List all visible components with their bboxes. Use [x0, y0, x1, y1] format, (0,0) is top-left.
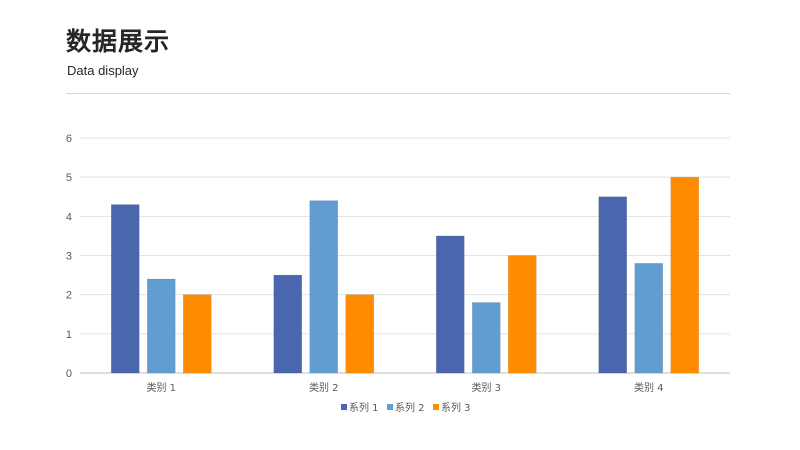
bar-series3-cat3: [507, 255, 537, 374]
header-divider: [66, 93, 730, 94]
x-category-label: 类别 3: [471, 381, 501, 394]
y-tick-label: 2: [66, 290, 72, 302]
x-category-label: 类别 4: [634, 381, 664, 394]
x-axis: 类别 1 类别 2 类别 3 类别 4: [146, 381, 663, 394]
bar-series2-cat2: [309, 200, 339, 374]
bar-series3-cat2: [345, 294, 375, 374]
y-tick-label: 3: [66, 251, 72, 263]
bar-series2-cat4: [634, 263, 664, 374]
bar-series1-cat3: [435, 235, 465, 374]
y-tick-label: 0: [66, 368, 72, 380]
chart-gridlines: [80, 137, 730, 374]
y-tick-label: 4: [66, 211, 72, 223]
y-tick-label: 6: [66, 133, 72, 145]
legend-swatch: [433, 404, 439, 410]
chart-bars: [110, 176, 700, 374]
x-category-label: 类别 2: [309, 381, 339, 394]
bar-series1-cat2: [273, 274, 303, 374]
bar-series1-cat4: [598, 196, 628, 374]
legend-swatch: [387, 404, 393, 410]
page-subtitle: Data display: [67, 63, 139, 78]
legend-swatch: [341, 404, 347, 410]
legend-label: 系列 1: [349, 401, 379, 414]
y-axis-ticks: 0 1 2 3 4 5 6: [66, 133, 72, 380]
legend-label: 系列 2: [395, 401, 425, 414]
chart-legend: 系列 1 系列 2 系列 3: [341, 401, 471, 414]
y-tick-label: 5: [66, 172, 72, 184]
y-tick-label: 1: [66, 329, 72, 341]
x-category-label: 类别 1: [146, 381, 176, 394]
legend-label: 系列 3: [441, 401, 471, 414]
page-title: 数据展示: [66, 27, 171, 56]
bar-series3-cat1: [182, 294, 212, 374]
bar-series2-cat3: [471, 302, 501, 374]
bar-series1-cat1: [110, 204, 140, 374]
bar-series2-cat1: [146, 278, 176, 374]
bar-series3-cat4: [670, 176, 700, 374]
